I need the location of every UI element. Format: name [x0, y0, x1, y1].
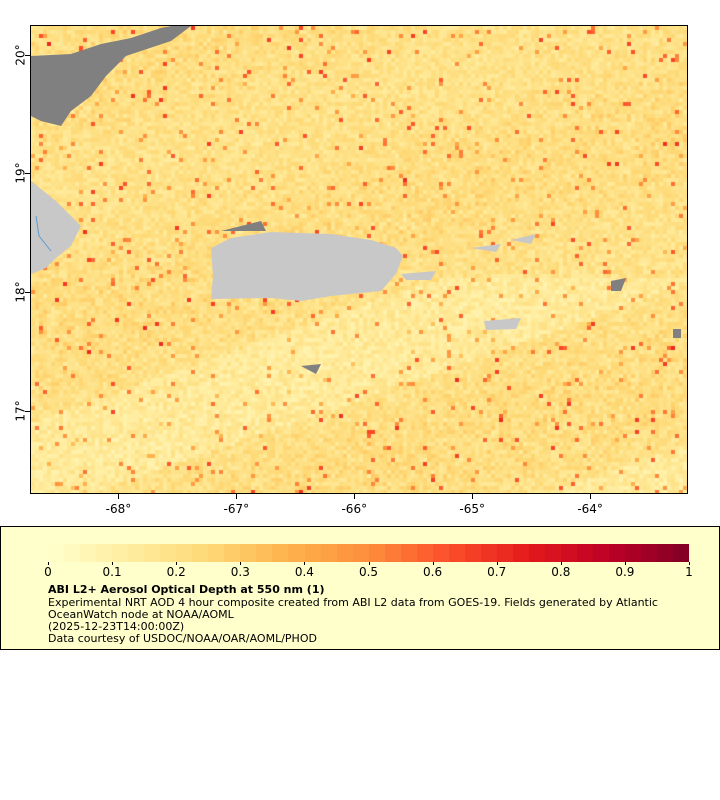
- colorbar-label: 0.6: [423, 565, 443, 579]
- colorbar-segment: [224, 544, 241, 562]
- colorbar-segment: [96, 544, 113, 562]
- longitude-tick-label: -67°: [223, 502, 250, 516]
- colorbar-segment: [192, 544, 209, 562]
- colorbar-segment: [160, 544, 177, 562]
- colorbar-label: 0.2: [166, 565, 186, 579]
- colorbar-segment: [176, 544, 193, 562]
- colorbar-segment: [48, 544, 65, 562]
- st-croix: [484, 318, 521, 330]
- colorbar-segment: [641, 544, 658, 562]
- colorbar-segment: [64, 544, 81, 562]
- colorbar-label: 1: [685, 565, 693, 579]
- colorbar-segment: [512, 544, 529, 562]
- colorbar-segment: [448, 544, 465, 562]
- colorbar-segment: [352, 544, 369, 562]
- colorbar-segment: [336, 544, 353, 562]
- colorbar-label: 0.4: [294, 565, 314, 579]
- colorbar-label: 0.5: [358, 565, 379, 579]
- legend-description: Experimental NRT AOD 4 hour composite cr…: [48, 596, 658, 609]
- colorbar-segment: [400, 544, 417, 562]
- hispaniola-river: [35, 215, 52, 252]
- colorbar-segment: [609, 544, 626, 562]
- colorbar-segment: [464, 544, 481, 562]
- colorbar-segment: [480, 544, 497, 562]
- colorbar-label: 0.9: [615, 565, 635, 579]
- legend-time: (2025-12-23T14:00:00Z): [48, 620, 185, 633]
- colorbar-segment: [320, 544, 337, 562]
- colorbar-segment: [208, 544, 225, 562]
- colorbar-segment: [144, 544, 161, 562]
- longitude-tick-label: -66°: [341, 502, 368, 516]
- colorbar-label: 0.3: [230, 565, 250, 579]
- legend-panel: 0 0.1 0.2 0.3 0.4 0.5 0.6 0.7 0.8 0.9 1 ABI L2+ Ae…: [0, 526, 720, 650]
- aod-map[interactable]: [30, 25, 688, 494]
- colorbar-segment: [561, 544, 578, 562]
- colorbar: [48, 544, 690, 562]
- colorbar-segment: [112, 544, 129, 562]
- colorbar-segment: [304, 544, 321, 562]
- colorbar-label: 0.1: [102, 565, 122, 579]
- longitude-tick-label: -68°: [105, 502, 132, 516]
- colorbar-segment: [496, 544, 513, 562]
- no-data-region: [31, 26, 191, 126]
- colorbar-segment: [416, 544, 433, 562]
- colorbar-segment: [384, 544, 401, 562]
- longitude-tick-label: -65°: [459, 502, 486, 516]
- colorbar-segment: [256, 544, 273, 562]
- legend-title: ABI L2+ Aerosol Optical Depth at 550 nm …: [48, 583, 325, 596]
- legend-description-cont: OceanWatch node at NOAA/AOML: [48, 608, 234, 621]
- legend-credit: Data courtesy of USDOC/NOAA/OAR/AOML/PHO…: [48, 632, 317, 645]
- hispaniola-coast: [31, 181, 81, 274]
- colorbar-segment: [432, 544, 449, 562]
- colorbar-segment: [240, 544, 257, 562]
- colorbar-segment: [528, 544, 545, 562]
- colorbar-segment: [272, 544, 289, 562]
- colorbar-segment: [673, 544, 690, 562]
- colorbar-label: 0.8: [551, 565, 571, 579]
- longitude-tick-label: -64°: [577, 502, 603, 516]
- colorbar-segment: [577, 544, 594, 562]
- colorbar-segment: [80, 544, 97, 562]
- colorbar-label: 0.7: [487, 565, 507, 579]
- colorbar-label: 0: [44, 565, 52, 579]
- colorbar-segment: [593, 544, 610, 562]
- colorbar-segment: [128, 544, 145, 562]
- colorbar-segment: [544, 544, 561, 562]
- colorbar-segment: [657, 544, 674, 562]
- virgin-islands: [401, 234, 536, 280]
- colorbar-segment: [625, 544, 642, 562]
- puerto-rico: [211, 232, 403, 301]
- land-overlay: [31, 26, 681, 374]
- colorbar-segment: [288, 544, 305, 562]
- colorbar-segment: [368, 544, 385, 562]
